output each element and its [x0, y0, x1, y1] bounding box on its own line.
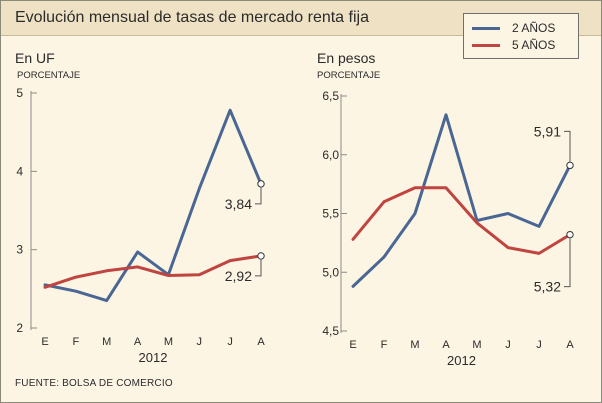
- legend-swatch-2-anos: [472, 27, 500, 30]
- data-point-marker: [566, 230, 574, 239]
- y-tick-label: 3: [16, 243, 23, 257]
- source-note: FUENTE: BOLSA DE COMERCIO: [15, 378, 173, 389]
- data-point-marker: [566, 161, 574, 170]
- x-tick-label: J: [227, 336, 233, 348]
- x-tick-label: F: [381, 339, 388, 351]
- series-line-2-anos: [351, 113, 572, 288]
- legend: 2 AÑOS 5 AÑOS: [463, 13, 579, 59]
- x-tick-label: A: [442, 339, 450, 351]
- chart-panel-2: En pesos PORCENTAJE 6,5 6,0 5,5 5,0 4,5 E F M A M J J…: [317, 50, 574, 368]
- x-tick-label: A: [566, 339, 574, 351]
- legend-swatch-5-anos: [472, 44, 500, 47]
- callout-label: 2,92: [225, 268, 252, 284]
- x-tick-label: M: [410, 339, 419, 351]
- callout-leader: [564, 130, 571, 162]
- x-tick-label: J: [536, 339, 542, 351]
- x-tick-label: J: [505, 339, 511, 351]
- legend-item-5-anos: 5 AÑOS: [472, 38, 576, 52]
- x-axis-label: 2012: [139, 350, 168, 365]
- x-tick-label: A: [134, 336, 142, 348]
- callout-label: 5,32: [534, 279, 561, 295]
- legend-item-2-anos: 2 AÑOS: [472, 21, 576, 35]
- panel-title: En UF: [15, 50, 55, 66]
- x-tick-label: E: [41, 336, 48, 348]
- x-tick-label: E: [349, 339, 356, 351]
- x-tick-label: J: [197, 336, 203, 348]
- data-point-marker: [257, 252, 265, 260]
- series-line-2-anos: [43, 108, 263, 303]
- x-tick-label: M: [102, 336, 111, 348]
- legend-label-5-anos: 5 AÑOS: [512, 38, 556, 52]
- y-tick-label: 4,5: [322, 324, 339, 338]
- y-axis-label: PORCENTAJE: [317, 70, 380, 81]
- y-tick-label: 6,0: [322, 148, 339, 162]
- y-tick-label: 6,5: [322, 89, 339, 103]
- y-tick-label: 5,0: [322, 265, 339, 279]
- y-axis-label: PORCENTAJE: [17, 70, 80, 81]
- x-tick-label: F: [72, 336, 79, 348]
- series-line-5-anos: [351, 186, 572, 255]
- x-axis-label: 2012: [447, 353, 476, 368]
- y-tick-label: 5: [16, 86, 23, 100]
- callout-leader: [255, 259, 262, 277]
- x-tick-label: M: [164, 336, 173, 348]
- main-title: Evolución mensual de tasas de mercado re…: [15, 9, 369, 26]
- data-point-marker: [257, 180, 265, 188]
- chart-panel-1: En UF PORCENTAJE 5 4 3 2 E F M A M J J A 2012 3,84 2,92: [15, 50, 265, 365]
- callout-label: 3,84: [225, 196, 252, 212]
- callout-leader: [255, 187, 262, 205]
- callout-label: 5,91: [534, 123, 561, 139]
- x-tick-label: A: [257, 336, 265, 348]
- y-tick-label: 5,5: [322, 207, 339, 221]
- x-tick-label: M: [472, 339, 481, 351]
- y-tick-label: 4: [16, 164, 23, 178]
- y-tick-label: 2: [16, 321, 23, 335]
- legend-label-2-anos: 2 AÑOS: [512, 21, 556, 35]
- callout-leader: [564, 238, 571, 288]
- series-line-5-anos: [43, 254, 263, 289]
- panel-title: En pesos: [317, 50, 375, 66]
